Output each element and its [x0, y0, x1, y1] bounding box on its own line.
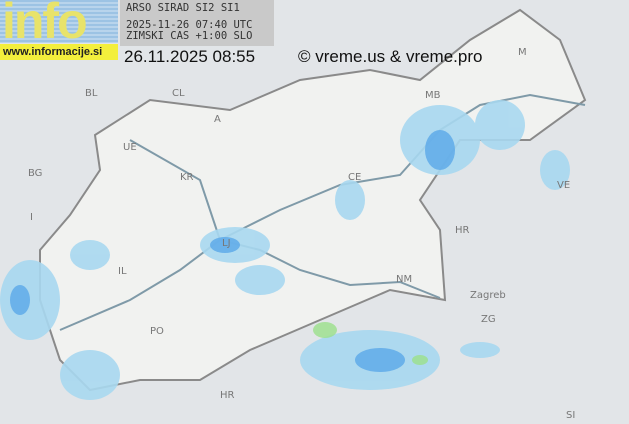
slovenia-area — [39, 8, 587, 392]
logo-url[interactable]: www.informacije.si — [0, 44, 118, 60]
radar-header: ARSO SIRAD SI2 SI1 2025-11-26 07:40 UTC … — [120, 0, 274, 46]
radar-echoes-medium — [10, 130, 455, 372]
map-label: PO — [150, 326, 164, 337]
header-utc-time: 2025-11-26 07:40 UTC — [126, 19, 253, 31]
map-label: CE — [348, 172, 362, 183]
map-label: SI — [566, 410, 576, 421]
map-label: ZG — [481, 314, 496, 325]
copyright: © vreme.us & vreme.pro — [298, 47, 483, 66]
local-datetime: 26.11.2025 08:55 — [124, 47, 256, 66]
map-label: Zagreb — [470, 290, 506, 301]
info-logo: info — [0, 0, 118, 43]
map-label: HR — [455, 225, 470, 236]
map-label: HR — [220, 390, 235, 401]
map-label: MB — [425, 90, 441, 101]
map-label: UE — [123, 142, 137, 153]
map-label: KR — [180, 172, 194, 183]
map-label: A — [214, 114, 221, 125]
header-source: ARSO SIRAD SI2 SI1 — [126, 2, 240, 14]
header-timezone: ZIMSKI CAS +1:00 SLO — [126, 30, 253, 42]
map-label: VE — [557, 180, 571, 191]
logo-text: info — [2, 0, 88, 43]
radar-echoes-strong — [313, 322, 428, 365]
map-label: M — [518, 47, 527, 58]
map-label: NM — [396, 274, 413, 285]
map-label: BL — [85, 88, 98, 99]
map-label: CL — [172, 88, 185, 99]
map-label: BG — [28, 168, 43, 179]
map-label: IL — [118, 266, 127, 277]
map-label: I — [30, 212, 33, 223]
map-label: LJ — [222, 238, 231, 249]
